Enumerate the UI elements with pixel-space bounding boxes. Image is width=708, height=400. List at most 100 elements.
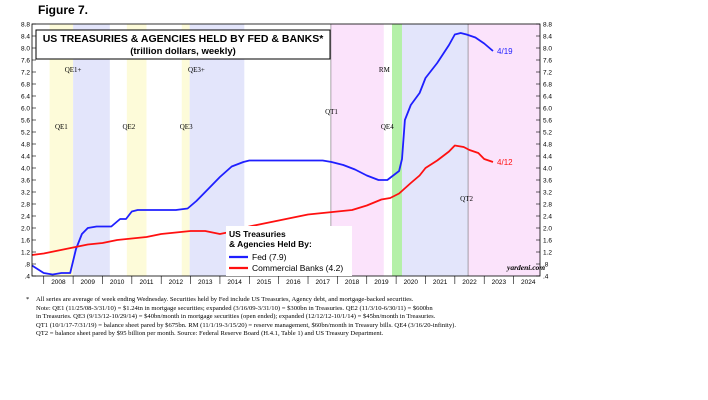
y-tick-label-left: 6.0 bbox=[21, 105, 30, 112]
y-tick-label-right: 2.8 bbox=[543, 201, 552, 208]
y-tick-label-right: 6.4 bbox=[543, 93, 552, 100]
y-tick-label-right: 7.6 bbox=[543, 57, 552, 64]
y-tick-label-left: 2.0 bbox=[21, 225, 30, 232]
y-tick-label-right: .4 bbox=[543, 273, 549, 280]
period-label: QE3+ bbox=[188, 66, 205, 74]
y-tick-label-right: 8.8 bbox=[543, 21, 552, 28]
period-label: QE2 bbox=[122, 123, 135, 131]
y-tick-label-right: 5.6 bbox=[543, 117, 552, 124]
y-tick-label-right: 6.8 bbox=[543, 81, 552, 88]
fed-series-line bbox=[31, 32, 494, 276]
y-tick-label-left: 2.4 bbox=[21, 213, 30, 220]
period-label: QE1 bbox=[55, 123, 68, 131]
axes: .4 .4 .8 .8 1.2 1.2 1.6 1.6 2.0 2.0 2.4 2.4 2.8 2.8 3.… bbox=[21, 21, 552, 286]
footnotes: * All series are average of week ending … bbox=[26, 296, 556, 339]
y-tick-label-right: 4.8 bbox=[543, 141, 552, 148]
period-label: QE1+ bbox=[65, 66, 82, 74]
y-tick-label-left: 6.4 bbox=[21, 93, 30, 100]
legend-label-fed: Fed (7.9) bbox=[252, 252, 287, 262]
x-tick-label: 2019 bbox=[374, 279, 389, 286]
series-lines bbox=[31, 32, 494, 276]
y-tick-label-right: 4.0 bbox=[543, 165, 552, 172]
figure-label: Figure 7. bbox=[38, 3, 89, 17]
y-tick-label-left: 5.2 bbox=[21, 129, 30, 136]
footnote-line-2: Note: QE1 (11/25/08-3/31/10) = $1.24tn i… bbox=[36, 304, 433, 312]
y-tick-label-left: 4.4 bbox=[21, 153, 30, 160]
y-tick-label-right: 3.6 bbox=[543, 177, 552, 184]
shaded-period-qe1 bbox=[49, 24, 74, 276]
y-tick-label-left: .8 bbox=[25, 261, 31, 268]
x-tick-label: 2012 bbox=[169, 279, 184, 286]
y-tick-label-left: 8.8 bbox=[21, 21, 30, 28]
y-tick-label-left: 5.6 bbox=[21, 117, 30, 124]
y-tick-label-left: 8.4 bbox=[21, 33, 30, 40]
fed-end-label: 4/19 bbox=[497, 47, 513, 56]
y-tick-label-right: 2.0 bbox=[543, 225, 552, 232]
y-tick-label-left: 7.2 bbox=[21, 69, 30, 76]
x-tick-label: 2021 bbox=[433, 279, 448, 286]
x-tick-label: 2024 bbox=[521, 279, 536, 286]
watermark: yardeni.com bbox=[506, 263, 545, 272]
y-tick-label-left: .4 bbox=[25, 273, 31, 280]
y-tick-label-right: 8.4 bbox=[543, 33, 552, 40]
y-tick-label-left: 3.2 bbox=[21, 189, 30, 196]
x-tick-label: 2022 bbox=[462, 279, 477, 286]
footnote-line-1: All series are average of week ending We… bbox=[36, 296, 414, 303]
banks-end-label: 4/12 bbox=[497, 158, 513, 167]
y-tick-label-right: 1.6 bbox=[543, 237, 552, 244]
x-tick-label: 2023 bbox=[492, 279, 507, 286]
period-label: QE3 bbox=[180, 123, 193, 131]
y-tick-label-right: 8.0 bbox=[543, 45, 552, 52]
y-tick-label-right: 6.0 bbox=[543, 105, 552, 112]
y-tick-label-right: 7.2 bbox=[543, 69, 552, 76]
period-label: QE4 bbox=[381, 123, 394, 131]
x-tick-label: 2015 bbox=[257, 279, 272, 286]
chart-subtitle: (trillion dollars, weekly) bbox=[130, 46, 236, 57]
legend-label-banks: Commercial Banks (4.2) bbox=[252, 263, 343, 273]
footnote-line-5: QT2 = balance sheet pared by $95 billion… bbox=[36, 330, 384, 338]
y-tick-label-right: 2.4 bbox=[543, 213, 552, 220]
title-box: US TREASURIES & AGENCIES HELD BY FED & B… bbox=[35, 29, 331, 60]
x-tick-label: 2011 bbox=[140, 279, 154, 286]
y-tick-label-right: 3.2 bbox=[543, 189, 552, 196]
y-tick-label-left: 7.6 bbox=[21, 57, 30, 64]
period-labels: QE1+ QE1 QE2 QE3+ QE3 QT1 RM QE4 QT2 bbox=[55, 66, 474, 203]
period-label: QT2 bbox=[460, 195, 473, 203]
shaded-period-qe1-plus bbox=[73, 24, 110, 276]
y-tick-label-left: 1.6 bbox=[21, 237, 30, 244]
x-tick-label: 2016 bbox=[286, 279, 301, 286]
y-tick-label-left: 1.2 bbox=[21, 249, 30, 256]
shaded-period-qe3 bbox=[181, 24, 190, 276]
chart-title: US TREASURIES & AGENCIES HELD BY FED & B… bbox=[43, 33, 325, 45]
y-tick-label-left: 4.8 bbox=[21, 141, 30, 148]
y-tick-label-right: 1.2 bbox=[543, 249, 552, 256]
shaded-period-qt2 bbox=[468, 24, 540, 276]
chart: QE1+ QE1 QE2 QE3+ QE3 QT1 RM QE4 QT2 .4 .4 .8 .8 1.2… bbox=[21, 21, 552, 286]
y-tick-label-left: 2.8 bbox=[21, 201, 30, 208]
x-tick-label: 2020 bbox=[404, 279, 419, 286]
x-tick-label: 2008 bbox=[51, 279, 66, 286]
y-tick-label-left: 4.0 bbox=[21, 165, 30, 172]
x-tick-label: 2018 bbox=[345, 279, 360, 286]
shaded-period-rm bbox=[392, 24, 402, 276]
footnote-line-3: in Treasuries. QE3 (9/13/12-10/29/14) = … bbox=[36, 313, 436, 321]
x-tick-label: 2010 bbox=[110, 279, 125, 286]
legend: US Treasuries & Agencies Held By: Fed (7… bbox=[226, 226, 352, 276]
period-label: QT1 bbox=[325, 108, 338, 116]
period-label: RM bbox=[379, 66, 391, 74]
y-tick-label-right: .8 bbox=[543, 261, 549, 268]
x-tick-label: 2017 bbox=[315, 279, 330, 286]
y-tick-label-right: 4.4 bbox=[543, 153, 552, 160]
x-tick-label: 2013 bbox=[198, 279, 213, 286]
legend-title-line-1: US Treasuries bbox=[229, 229, 286, 239]
x-tick-label: 2009 bbox=[81, 279, 96, 286]
y-tick-label-left: 6.8 bbox=[21, 81, 30, 88]
footnote-line-4: QT1 (10/1/17-7/31/19) = balance sheet pa… bbox=[36, 321, 456, 329]
banks-series-line bbox=[31, 144, 494, 256]
y-tick-label-left: 3.6 bbox=[21, 177, 30, 184]
shaded-period-qe4 bbox=[401, 24, 469, 276]
x-tick-label: 2014 bbox=[227, 279, 242, 286]
y-tick-label-right: 5.2 bbox=[543, 129, 552, 136]
legend-title-line-2: & Agencies Held By: bbox=[229, 239, 312, 249]
footnote-marker: * bbox=[26, 296, 30, 303]
